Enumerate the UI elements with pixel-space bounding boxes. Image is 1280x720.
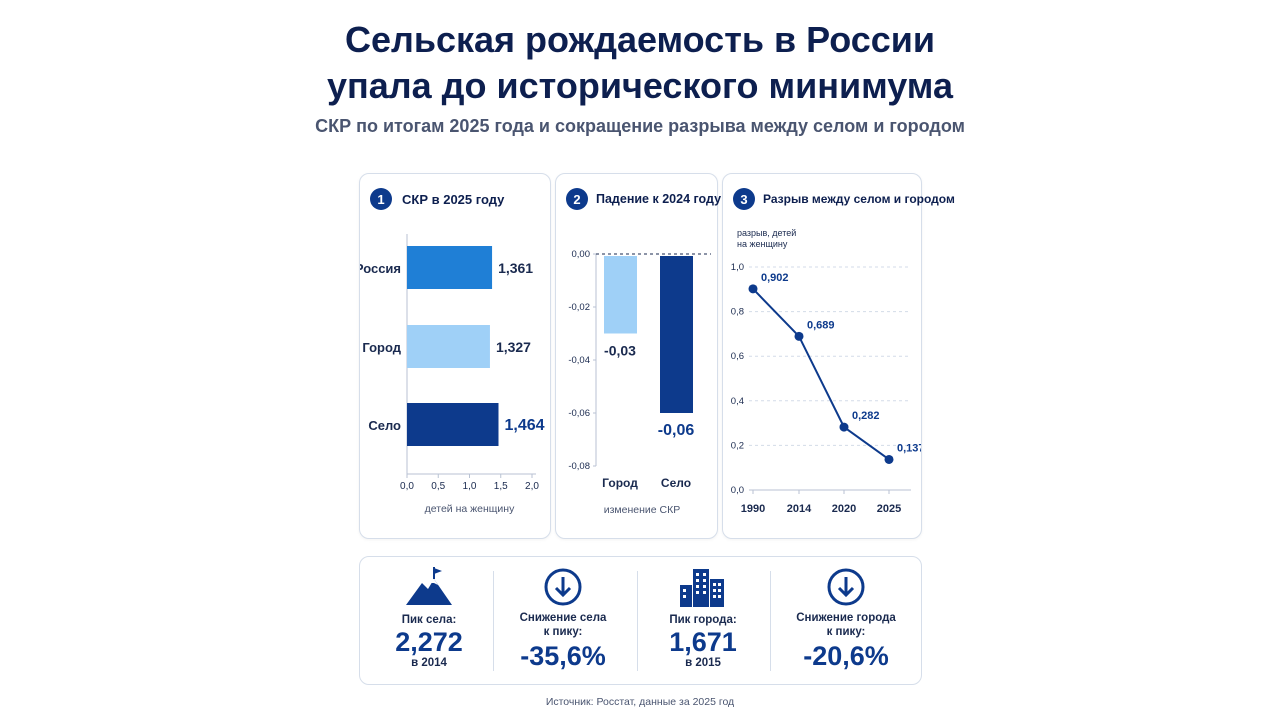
data-label: -0,06	[658, 422, 695, 439]
divider	[493, 571, 494, 671]
page-title-line2: упала до исторического минимума	[327, 65, 953, 106]
panel-header: 1 СКР в 2025 году	[370, 188, 544, 210]
stat-value: -35,6%	[520, 641, 606, 671]
data-point	[839, 422, 849, 432]
panel-header: 3 Разрыв между селом и городом	[733, 188, 955, 210]
tick-label: 0,2	[731, 440, 744, 451]
data-label: -0,03	[604, 343, 636, 359]
stat-label: Пик города:	[669, 614, 737, 626]
stat-value: 2,272	[395, 627, 463, 657]
category-label: Россия	[360, 261, 401, 276]
tick-label: 2,0	[525, 481, 539, 492]
stat-label: Снижение села	[519, 612, 607, 624]
tick-label: -0,08	[568, 461, 590, 472]
data-point	[884, 454, 894, 464]
data-point	[748, 284, 758, 294]
bar	[660, 256, 693, 413]
stat-urban-decline: Снижение города к пику: -20,6%	[776, 557, 916, 684]
stat-label: Пик села:	[401, 614, 457, 626]
data-label: 1,361	[498, 260, 533, 276]
data-label: 0,282	[852, 410, 880, 422]
arrow-down-circle-icon	[827, 568, 865, 606]
source-note: Источник: Росстат, данные за 2025 год	[545, 696, 735, 708]
series-line	[752, 288, 890, 461]
stat-rural-decline: Снижение села к пику: -35,6%	[498, 557, 628, 684]
data-point	[794, 331, 804, 341]
tick-label: 0,6	[731, 351, 744, 362]
stat-urban-peak: Пик города: 1,671 в 2015	[642, 557, 764, 684]
tick-label: -0,06	[568, 408, 590, 419]
tick-label: -0,02	[568, 302, 590, 313]
stat-year: в 2014	[411, 657, 447, 669]
tick-label: 1,0	[731, 262, 744, 273]
stat-label: к пику:	[826, 626, 866, 638]
page-title-line1: Сельская рождаемость в России	[344, 19, 936, 60]
stat-rural-peak: Пик села: 2,272 в 2014	[368, 557, 490, 684]
category-label: Город	[362, 340, 401, 355]
data-label: 0,137	[897, 442, 921, 454]
tick-label: 0,8	[731, 307, 744, 318]
chart-tfr-bars: Россия 1,361 Город 1,327 Село 1,464 0,0 0,5 1,0 1…	[360, 234, 545, 515]
divider	[770, 571, 771, 671]
stat-label: к пику:	[543, 626, 583, 638]
tick-label: 0,5	[431, 481, 445, 492]
axis-label: на женщину	[737, 239, 788, 249]
panel-title: Разрыв между селом и городом	[763, 192, 955, 206]
tick-label: 2020	[832, 503, 856, 515]
city-buildings-icon	[680, 569, 724, 607]
divider	[637, 571, 638, 671]
tick-label: 1990	[741, 503, 765, 515]
chart-decline-bars: 0,00 -0,02 -0,04 -0,06 -0,08 -0,03 Город -0,06 С…	[568, 249, 711, 516]
tick-label: 2025	[877, 503, 901, 515]
panel-gap: 3 Разрыв между селом и городом разрыв, д…	[722, 173, 955, 539]
category-label: Село	[661, 476, 691, 490]
bar	[604, 256, 637, 334]
bar	[407, 325, 490, 368]
data-label: 1,464	[505, 417, 545, 434]
panel-number-badge: 2	[566, 188, 588, 210]
tick-label: -0,04	[568, 355, 590, 366]
stat-label: Снижение города	[796, 612, 896, 624]
panel-decline-2024: 2 Падение к 2024 году 0,00 -0,02 -0,04 -0,0…	[555, 173, 721, 539]
tick-label: 0,4	[731, 396, 744, 407]
tick-label: 0,00	[572, 249, 591, 260]
arrow-down-circle-icon	[544, 568, 582, 606]
tick-label: 1,0	[463, 481, 477, 492]
tick-label: 1,5	[494, 481, 508, 492]
data-label: 0,689	[807, 319, 835, 331]
panel-title: Падение к 2024 году	[596, 192, 722, 206]
tick-label: 0,0	[731, 485, 744, 496]
mountain-flag-icon	[406, 567, 452, 605]
stat-year: в 2015	[685, 657, 721, 669]
category-label: Село	[368, 418, 401, 433]
stat-value: 1,671	[669, 627, 737, 657]
tick-label: 2014	[787, 503, 812, 515]
panel-number-badge: 3	[733, 188, 755, 210]
panel-title: СКР в 2025 году	[402, 191, 505, 207]
category-label: Город	[602, 476, 638, 490]
panel-number-badge: 1	[370, 188, 392, 210]
stat-value: -20,6%	[803, 641, 889, 671]
axis-label: детей на женщину	[425, 503, 515, 515]
axis-label: разрыв, детей	[737, 228, 796, 238]
bar	[407, 403, 499, 446]
stats-strip: Пик села: 2,272 в 2014 Снижение села к п…	[359, 556, 922, 685]
tick-label: 0,0	[400, 481, 414, 492]
page-subtitle: СКР по итогам 2025 года и сокращение раз…	[315, 116, 965, 136]
data-label: 1,327	[496, 339, 531, 355]
data-label: 0,902	[761, 272, 789, 284]
bar	[407, 246, 493, 289]
axis-label: изменение СКР	[604, 504, 681, 516]
panel-tfr-2025: 1 СКР в 2025 году Россия 1,361 Город 1,327 С…	[359, 173, 551, 539]
panel-header: 2 Падение к 2024 году	[566, 188, 721, 210]
